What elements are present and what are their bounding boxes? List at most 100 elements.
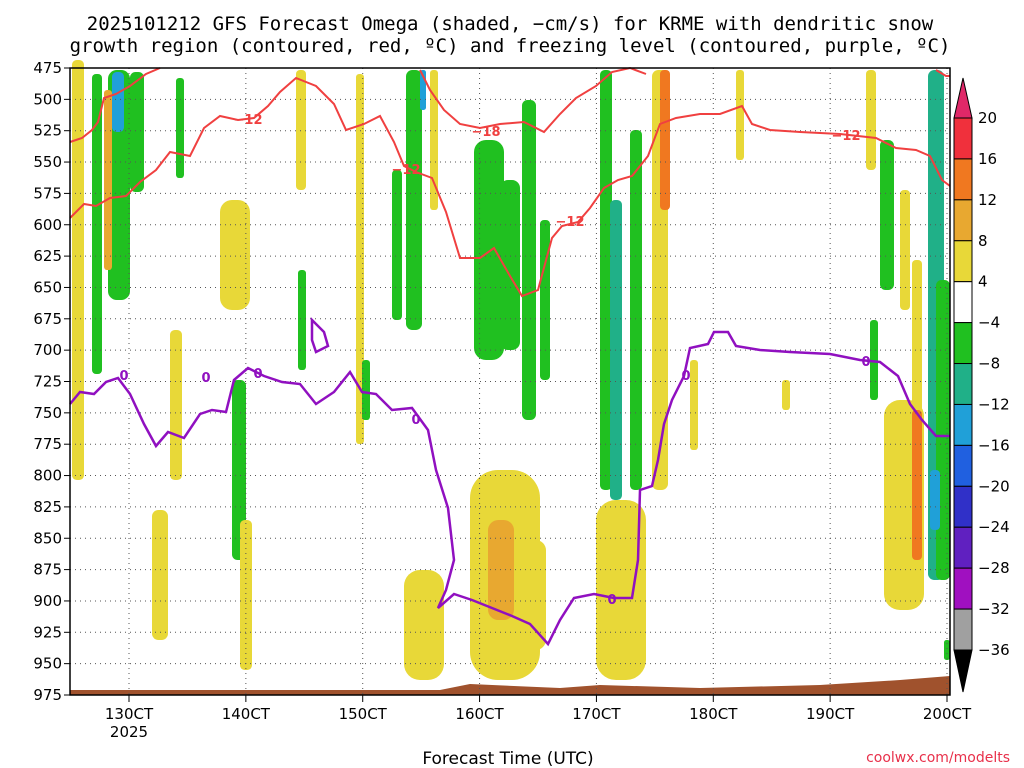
colorbar-label: −20	[978, 477, 1010, 495]
colorbar-segment	[953, 158, 973, 201]
omega-cell	[104, 90, 112, 270]
omega-cell	[232, 380, 246, 560]
y-tick-label: 650	[33, 278, 62, 296]
colorbar-label: 16	[978, 150, 997, 168]
colorbar-label: 8	[978, 232, 988, 250]
dgz-contour	[935, 69, 950, 77]
colorbar-segment	[953, 199, 973, 242]
y-tick-label: 975	[33, 686, 62, 704]
x-axis-title: Forecast Time (UTC)	[422, 749, 593, 768]
omega-cell	[72, 60, 84, 480]
x-tick-label: 200CT	[923, 705, 972, 723]
colorbar-segment	[953, 322, 973, 365]
dgz-contour-label: −12	[832, 129, 861, 144]
omega-cell	[596, 500, 646, 680]
omega-cell	[522, 100, 536, 420]
y-tick-label: 600	[33, 216, 62, 234]
omega-cell	[866, 70, 876, 170]
freezing-contour-label: 0	[253, 367, 262, 382]
omega-cell	[540, 220, 550, 380]
omega-cell	[152, 510, 168, 640]
x-tick-label: 170CT	[572, 705, 621, 723]
omega-cell	[130, 72, 144, 192]
y-tick-label: 550	[33, 153, 62, 171]
omega-cell	[690, 360, 698, 450]
omega-shading	[72, 60, 950, 680]
omega-cell	[406, 70, 422, 330]
omega-cell	[430, 70, 438, 210]
y-tick-label: 875	[33, 561, 62, 579]
colorbar-segment	[953, 117, 973, 160]
terrain	[70, 676, 950, 695]
omega-cell	[782, 380, 790, 410]
x-axis: 130CT 140CT 150CT 160CT 170CT 180CT 190CT 200CT	[105, 695, 972, 723]
colorbar-max-arrow	[953, 77, 973, 119]
colorbar-segment	[953, 526, 973, 569]
colorbar-segment	[953, 444, 973, 487]
omega-cell	[736, 70, 744, 160]
omega-cell	[930, 470, 940, 530]
omega-cell	[944, 640, 950, 660]
x-tick-label: 190CT	[806, 705, 855, 723]
omega-cell	[610, 200, 622, 500]
terrain-layer	[70, 676, 950, 695]
colorbar: 20 16 12 8 4 −4 −8 −12 −16 −20 −24 −28 −32 −36	[953, 77, 1010, 693]
y-tick-label: 475	[33, 59, 62, 77]
y-tick-label: 575	[33, 184, 62, 202]
omega-cell	[660, 70, 670, 210]
colorbar-label: 12	[978, 191, 997, 209]
dgz-contour	[419, 66, 647, 134]
y-tick-label: 525	[33, 122, 62, 140]
y-tick-label: 725	[33, 373, 62, 391]
dgz-contour-label: −12	[392, 163, 421, 178]
colorbar-label: −4	[978, 314, 1000, 332]
colorbar-label: −28	[978, 559, 1010, 577]
omega-cell	[92, 74, 102, 374]
omega-cell	[488, 520, 514, 620]
dgz-contour-label: −12	[556, 215, 585, 230]
colorbar-segment	[953, 608, 973, 651]
y-tick-label: 500	[33, 90, 62, 108]
freezing-level-contours: 0 0 0 0 0 0 0	[69, 316, 950, 647]
omega-cell	[298, 270, 306, 370]
colorbar-segment	[953, 363, 973, 405]
omega-cell	[500, 180, 520, 350]
dgz-contour-label: −18	[472, 125, 501, 140]
colorbar-segment	[953, 403, 973, 446]
y-tick-label: 675	[33, 310, 62, 328]
colorbar-label: 4	[978, 273, 988, 291]
freezing-contour-label: 0	[411, 413, 420, 428]
colorbar-segment	[953, 281, 973, 324]
omega-cell	[296, 70, 306, 190]
credit-text: coolwx.com/modelts	[866, 750, 1010, 766]
colorbar-label: −12	[978, 395, 1010, 413]
y-tick-label: 625	[33, 247, 62, 265]
x-year-label: 2025	[110, 723, 148, 741]
y-tick-label: 925	[33, 623, 62, 641]
omega-cell	[870, 320, 878, 400]
y-tick-label: 775	[33, 435, 62, 453]
x-tick-label: 150CT	[339, 705, 388, 723]
chart-title-line1: 2025101212 GFS Forecast Omega (shaded, −…	[87, 13, 934, 35]
omega-cell	[936, 280, 950, 580]
omega-cell	[474, 140, 504, 360]
x-tick-label: 180CT	[689, 705, 738, 723]
omega-cell	[912, 410, 922, 560]
omega-cell	[220, 200, 250, 310]
omega-cell	[404, 570, 444, 680]
colorbar-label: −8	[978, 355, 1000, 373]
y-tick-label: 700	[33, 341, 62, 359]
colorbar-label: 20	[978, 109, 997, 127]
y-tick-label: 800	[33, 467, 62, 485]
y-axis: 475 500 525 550 575 600 625 650 675 700 725 750 775 8…	[33, 59, 70, 704]
colorbar-segment	[953, 240, 973, 283]
freezing-contour-label: 0	[861, 355, 870, 370]
freezing-contour-label: 0	[119, 369, 128, 384]
colorbar-label: −24	[978, 518, 1010, 536]
omega-cell	[520, 540, 546, 650]
colorbar-min-arrow	[953, 649, 973, 693]
y-tick-label: 850	[33, 529, 62, 547]
chart-title-line2: growth region (contoured, red, ºC) and f…	[70, 35, 951, 57]
dgz-contour	[69, 67, 161, 143]
